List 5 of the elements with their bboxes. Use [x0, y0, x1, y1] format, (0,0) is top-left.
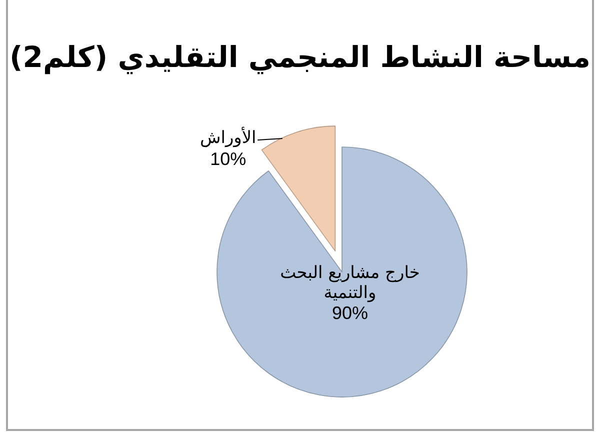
- data-label: 90%: [332, 303, 368, 324]
- chart-title: مساحة النشاط المنجمي التقليدي (كلم2): [10, 40, 590, 74]
- slice-label: الأوراش: [200, 128, 256, 149]
- data-label: 10%: [210, 148, 246, 170]
- slice-label: خارج مشاريع البحث والتنمية: [279, 263, 421, 304]
